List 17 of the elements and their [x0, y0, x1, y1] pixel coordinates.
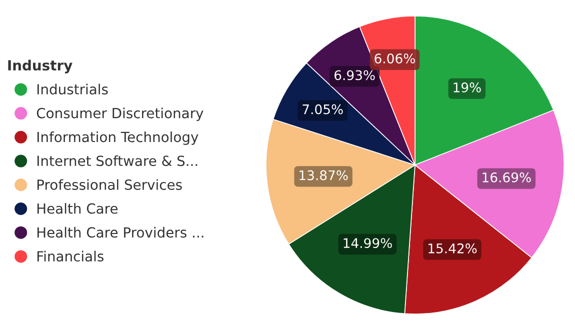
- legend-label: Health Care Providers ...: [37, 226, 204, 238]
- legend-label: Industrials: [37, 84, 108, 95]
- data-label: 14.99%: [344, 238, 392, 248]
- data-label: 7.05%: [302, 104, 343, 114]
- legend-label: Professional Services: [37, 179, 182, 190]
- data-label: 16.69%: [482, 172, 531, 182]
- legend-label: Information Technology: [37, 131, 198, 145]
- legend-label: Internet Software & S...: [37, 155, 198, 166]
- legend-label: Financials: [37, 250, 104, 262]
- data-label: 6.06%: [374, 53, 415, 64]
- legend-title: Industry: [8, 60, 72, 74]
- data-label: 6.93%: [334, 70, 375, 80]
- legend-label: Health Care: [37, 203, 118, 214]
- data-label: 15.42%: [428, 243, 477, 254]
- data-label: 19%: [454, 82, 481, 92]
- legend-label: Consumer Discretionary: [36, 108, 204, 122]
- data-label: 13.87%: [300, 170, 348, 180]
